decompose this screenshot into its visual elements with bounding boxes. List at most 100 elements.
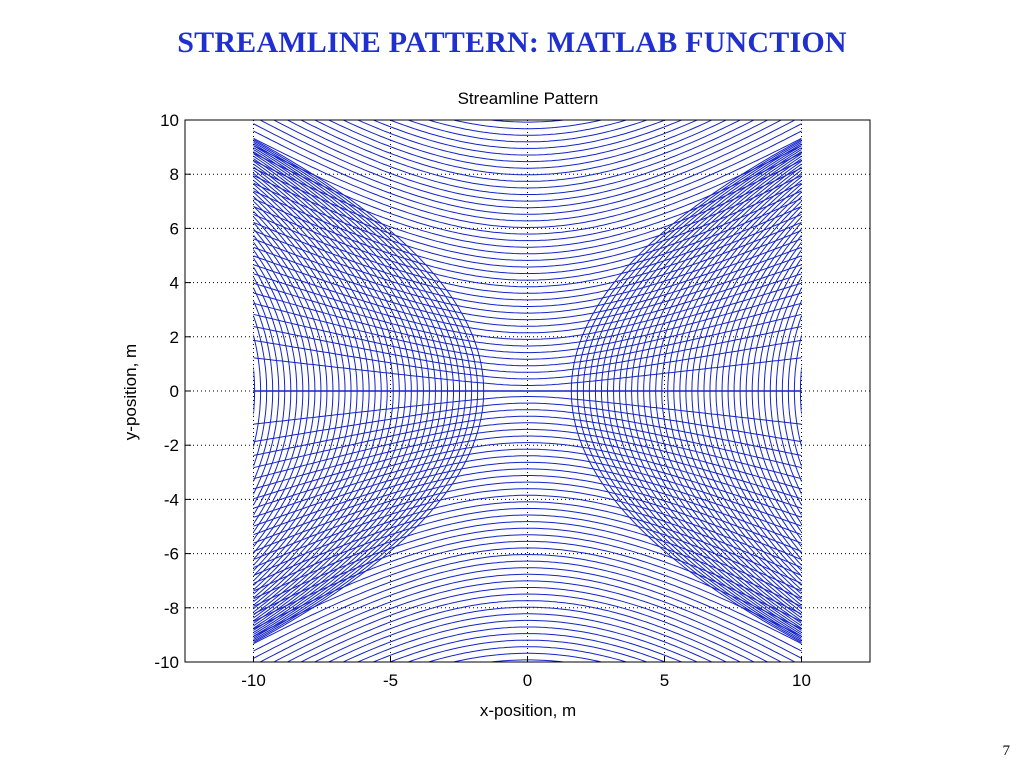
streamline [781,391,802,483]
streamline [793,333,802,391]
streamline [787,314,802,392]
streamline [253,415,802,469]
streamline [253,475,802,552]
x-tick-label: -5 [383,671,398,690]
streamline [691,391,802,591]
streamline [253,391,448,634]
streamline [601,391,802,636]
streamline [451,652,604,662]
streamline [799,391,802,418]
streamline [406,120,649,143]
x-tick-label: -10 [241,671,266,690]
streamline [799,364,802,391]
streamline [253,442,802,509]
streamline [613,390,802,631]
streamline [253,167,802,255]
streamline [253,172,394,391]
streamline [570,138,802,392]
streamline [751,249,802,391]
streamline [342,120,714,169]
x-tick-label: 10 [792,671,811,690]
streamline [272,580,783,662]
streamline [253,158,424,391]
streamline [253,468,802,544]
streamline [253,227,322,391]
streamline [253,146,454,391]
streamline [253,187,370,391]
streamline [253,391,298,525]
streamline [286,587,769,662]
streamline [253,339,802,380]
streamline [253,230,802,307]
streamline [253,391,304,533]
streamline [253,422,802,480]
streamline [253,391,346,577]
streamline [327,120,728,176]
streamline [253,130,802,222]
streamline [313,600,742,662]
streamline [253,428,802,490]
streamline [745,391,802,541]
streamline [739,391,802,548]
streamline [582,141,802,391]
streamline [253,234,316,391]
streamline [253,153,436,391]
streamline [793,391,802,449]
streamline [372,626,683,662]
y-tick-label: -8 [164,599,179,618]
streamline [426,120,629,136]
streamline [253,123,802,215]
streamline [253,160,802,248]
streamline [253,145,460,391]
streamline [253,176,388,391]
streamline [727,391,802,561]
streamline [703,200,802,391]
streamline [763,266,802,391]
streamline [253,391,316,548]
streamline [643,163,802,391]
streamline [619,153,802,391]
streamline [721,390,802,566]
streamline [253,333,262,391]
streamline [327,606,728,662]
streamline [253,183,376,392]
streamline [253,238,802,314]
streamline [253,507,802,592]
y-tick-label: 10 [160,111,179,130]
streamline [253,391,328,561]
streamline [299,120,756,189]
streamline [685,187,802,391]
streamline [643,391,802,619]
streamline [806,391,828,490]
streamline [253,313,802,367]
streamline [781,299,802,391]
streamline [253,391,454,636]
streamline [751,391,802,533]
page-number: 7 [1002,743,1011,759]
streamline [253,534,802,622]
streamline [226,292,248,391]
streamline [697,391,802,587]
streamline [775,286,802,391]
streamline [272,120,783,202]
streamline [253,448,802,518]
y-tick-label: -10 [154,653,179,672]
streamline [226,391,248,490]
streamline [253,246,802,321]
streamline [253,221,328,391]
streamline [259,120,796,209]
streamline [253,391,322,555]
streamline [253,391,430,627]
streamline [739,234,802,391]
streamline [253,461,802,536]
streamline [253,357,802,386]
streamline [607,391,802,634]
streamline [253,175,802,261]
streamline [679,183,802,392]
streamline [253,163,412,391]
streamline [253,501,802,584]
streamline [253,152,802,242]
streamline [253,206,802,288]
streamline [667,391,802,606]
y-axis-label: y-position, m [121,344,140,440]
